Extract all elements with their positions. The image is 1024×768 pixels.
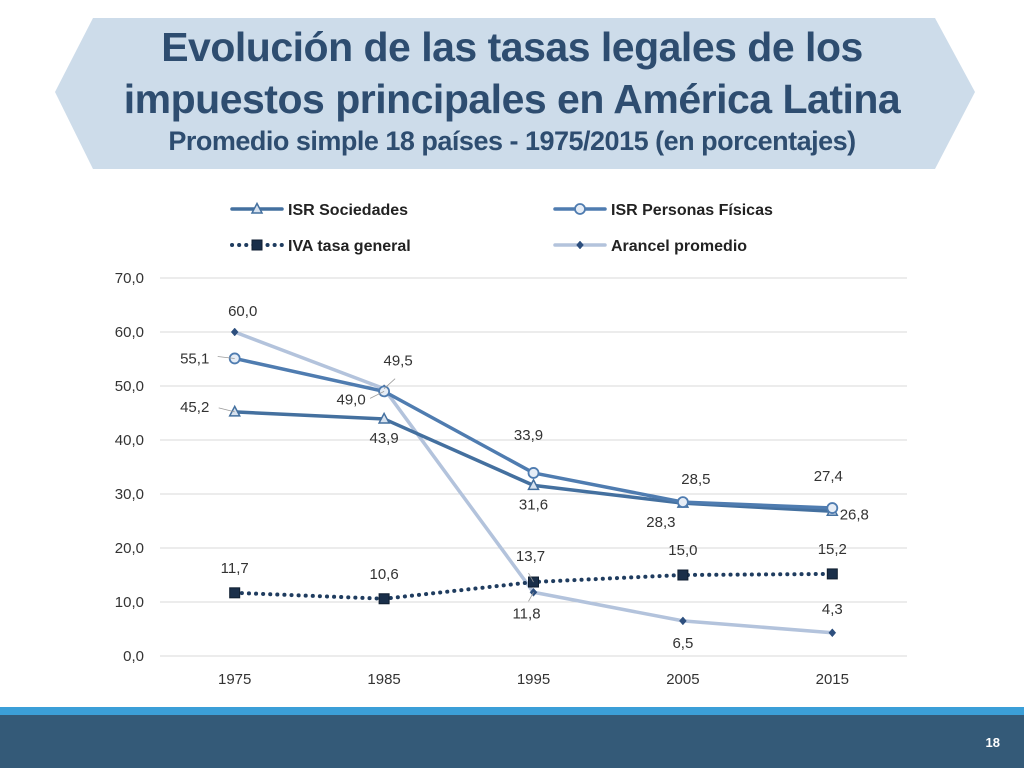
label-leader-line xyxy=(528,572,534,583)
data-point-arancel xyxy=(679,616,687,626)
data-label-isr-sociedades: 43,9 xyxy=(369,430,398,447)
title-banner xyxy=(55,18,975,169)
data-point-isr-personas xyxy=(677,496,689,509)
data-label-arancel: 11,8 xyxy=(512,605,540,622)
y-tick-label: 40,0 xyxy=(115,432,144,449)
slide-title-line-2: impuestos principales en América Latina xyxy=(123,76,901,122)
data-label-isr-sociedades: 28,3 xyxy=(646,514,675,531)
data-label-arancel: 49,5 xyxy=(383,353,412,370)
data-label-iva: 13,7 xyxy=(516,548,545,565)
y-axis: 0,0 10,0 20,0 30,0 40,0 50,0 60,0 70,0 xyxy=(115,270,144,665)
y-tick-label: 0,0 xyxy=(123,648,144,665)
data-point-arancel xyxy=(828,628,837,638)
label-leader-line xyxy=(528,592,534,602)
data-point-isr-sociedades xyxy=(527,478,540,491)
y-tick-label: 70,0 xyxy=(115,270,144,287)
data-point-iva xyxy=(378,593,390,605)
legend-swatch-marker xyxy=(251,239,263,251)
data-point-arancel xyxy=(230,327,239,337)
y-tick-label: 60,0 xyxy=(115,324,144,341)
page-number: 18 xyxy=(985,735,1000,750)
data-label-iva: 11,7 xyxy=(221,560,249,577)
legend-label: ISR Personas Físicas xyxy=(611,202,773,219)
data-label-iva: 15,2 xyxy=(818,541,847,558)
data-labels: 45,2 43,9 31,6 28,3 26,8 55,1 49,0 33,9 28,5 27,4… xyxy=(180,303,869,652)
banner-shape xyxy=(55,18,975,169)
data-point-isr-personas xyxy=(826,502,839,514)
legend-swatch-marker xyxy=(576,240,584,250)
data-point-iva xyxy=(229,587,241,599)
data-point-isr-sociedades xyxy=(377,411,391,424)
accent-stripe xyxy=(0,707,1024,715)
slide-title-line-1: Evolución de las tasas legales de los xyxy=(161,24,863,70)
y-tick-label: 10,0 xyxy=(115,594,144,611)
legend-label: ISR Sociedades xyxy=(288,202,408,219)
legend-swatch-marker xyxy=(250,201,264,214)
legend-swatch-marker xyxy=(574,203,586,215)
chart-legend: ISR Sociedades ISR Personas Físicas IVA ta… xyxy=(230,201,773,255)
x-axis: 1975 1985 1995 2005 2015 xyxy=(218,671,849,688)
x-tick-label: 1985 xyxy=(367,671,400,688)
legend-label: IVA tasa general xyxy=(288,238,411,255)
label-leader-line xyxy=(218,407,235,413)
label-leader-line xyxy=(217,356,235,359)
data-label-isr-sociedades: 45,2 xyxy=(180,399,209,416)
x-tick-label: 1995 xyxy=(517,671,550,688)
data-point-iva xyxy=(826,568,838,580)
data-label-isr-personas: 27,4 xyxy=(814,468,843,485)
x-tick-label: 1975 xyxy=(218,671,251,688)
chart-grid xyxy=(160,277,907,657)
data-label-iva: 10,6 xyxy=(369,566,398,583)
legend-item-isr-personas: ISR Personas Físicas xyxy=(553,202,773,219)
data-label-isr-sociedades: 31,6 xyxy=(519,496,548,513)
data-label-isr-personas: 28,5 xyxy=(681,471,710,488)
legend-item-iva: IVA tasa general xyxy=(230,238,411,255)
data-point-iva xyxy=(677,569,689,581)
legend-item-isr-sociedades: ISR Sociedades xyxy=(230,201,408,219)
data-label-isr-personas: 49,0 xyxy=(336,391,365,408)
y-tick-label: 20,0 xyxy=(115,540,144,557)
y-tick-label: 50,0 xyxy=(115,378,144,395)
label-leader-line xyxy=(369,391,385,399)
data-label-isr-sociedades: 26,8 xyxy=(840,506,869,523)
chart-series xyxy=(228,327,839,638)
data-point-isr-personas xyxy=(228,352,241,365)
legend-label: Arancel promedio xyxy=(611,238,747,255)
label-leader-line xyxy=(383,378,396,389)
data-label-isr-personas: 55,1 xyxy=(180,350,209,367)
data-label-arancel: 6,5 xyxy=(672,635,693,652)
data-point-isr-personas xyxy=(527,467,540,479)
legend-item-arancel: Arancel promedio xyxy=(553,238,747,255)
series-iva xyxy=(229,568,838,605)
data-label-arancel: 4,3 xyxy=(822,601,843,618)
x-tick-label: 2015 xyxy=(816,671,849,688)
data-label-isr-personas: 33,9 xyxy=(514,427,543,444)
y-tick-label: 30,0 xyxy=(115,486,144,503)
data-label-iva: 15,0 xyxy=(668,542,697,559)
slide-subtitle: Promedio simple 18 países - 1975/2015 (e… xyxy=(168,126,856,156)
data-label-arancel: 60,0 xyxy=(228,303,257,320)
data-point-iva xyxy=(528,576,539,588)
x-tick-label: 2005 xyxy=(666,671,699,688)
footer-bar: 18 xyxy=(0,715,1024,768)
line-chart: ISR Sociedades ISR Personas Físicas IVA ta… xyxy=(115,201,907,688)
